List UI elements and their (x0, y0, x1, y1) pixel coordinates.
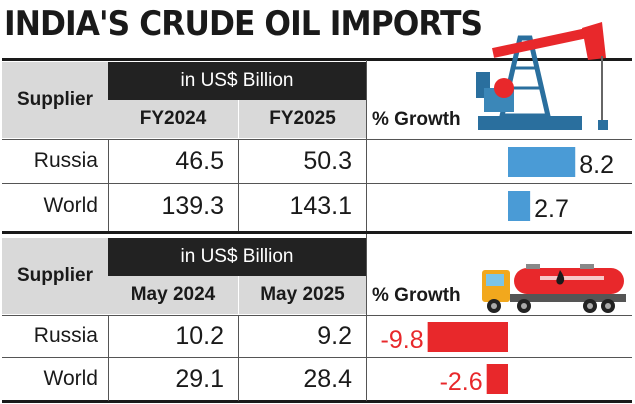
column-header-1: May 2024 (108, 276, 238, 314)
table-row: World 139.3 143.1 (2, 184, 366, 228)
unit-header: in US$ Billion (108, 62, 366, 100)
divider (238, 316, 239, 401)
divider (366, 234, 367, 401)
growth-header: % Growth (372, 109, 461, 130)
oil-pump-icon (476, 22, 608, 130)
table-row: Russia 10.2 9.2 (2, 316, 366, 356)
divider (2, 139, 632, 140)
value-cell: 9.2 (317, 321, 352, 350)
divider (2, 183, 632, 184)
divider (2, 315, 632, 316)
growth-label: 8.2 (579, 151, 614, 179)
column-header-2: FY2025 (238, 100, 366, 138)
column-header-2: May 2025 (238, 276, 366, 314)
table-row: Russia 46.5 50.3 (2, 140, 366, 182)
divider (238, 140, 239, 231)
divider (2, 357, 632, 358)
supplier-name: Russia (33, 149, 98, 172)
divider (108, 140, 109, 231)
column-header-1: FY2024 (108, 100, 238, 138)
divider (366, 60, 367, 231)
growth-bar (508, 191, 531, 221)
divider (2, 231, 632, 234)
value-cell: 28.4 (303, 364, 352, 393)
unit-header: in US$ Billion (108, 238, 366, 276)
value-cell: 29.1 (175, 364, 224, 393)
table-row: World 29.1 28.4 (2, 358, 366, 400)
growth-label: 2.7 (534, 195, 569, 223)
value-cell: 50.3 (303, 146, 352, 175)
supplier-name: Russia (33, 324, 98, 347)
growth-bar (486, 364, 508, 394)
divider (2, 400, 632, 403)
growth-bar (427, 322, 508, 352)
page-title: INDIA'S CRUDE OIL IMPORTS (4, 4, 483, 44)
supplier-header: Supplier (2, 62, 108, 138)
value-cell: 143.1 (289, 191, 352, 220)
growth-bar-chart-fy: 8.2 2.7 (508, 147, 614, 223)
growth-header: % Growth (372, 285, 461, 306)
growth-bar-chart-may: -9.8 -2.6 (381, 322, 508, 396)
growth-label: -2.6 (440, 368, 483, 396)
value-cell: 46.5 (175, 146, 224, 175)
supplier-header: Supplier (2, 238, 108, 314)
oil-tanker-truck-icon (482, 264, 626, 313)
divider (108, 316, 109, 401)
supplier-name: World (43, 367, 98, 390)
growth-bar (508, 147, 576, 177)
supplier-name: World (43, 194, 98, 217)
growth-label: -9.8 (381, 326, 424, 354)
value-cell: 139.3 (161, 191, 224, 220)
divider (2, 58, 632, 61)
value-cell: 10.2 (175, 321, 224, 350)
